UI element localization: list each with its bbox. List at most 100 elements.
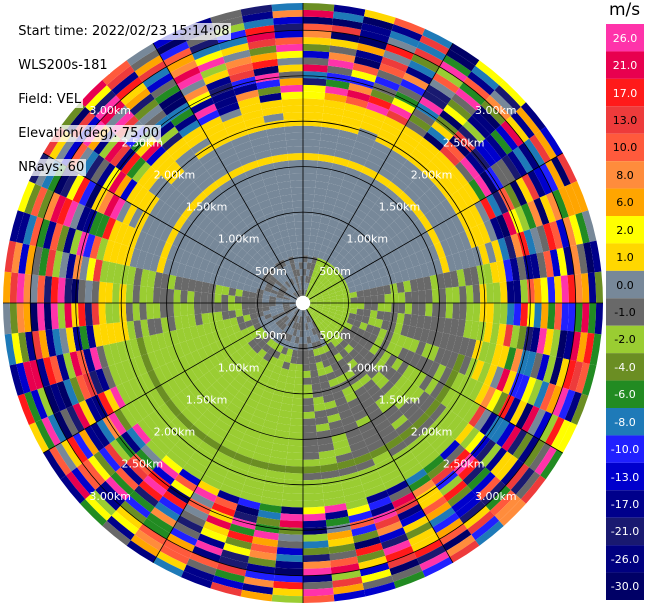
velocity-cell <box>183 84 209 103</box>
velocity-cell <box>274 567 303 576</box>
velocity-cell <box>303 282 306 290</box>
velocity-cell <box>247 556 276 568</box>
range-label: 3.00km <box>475 490 517 503</box>
velocity-cell <box>248 391 262 403</box>
velocity-cell <box>166 166 185 185</box>
velocity-cell <box>167 210 182 228</box>
velocity-cell <box>175 439 195 458</box>
velocity-cell <box>516 256 527 281</box>
velocity-cell <box>275 380 286 390</box>
velocity-cell <box>332 316 341 324</box>
velocity-cell <box>336 222 348 233</box>
velocity-cell <box>267 330 276 339</box>
velocity-cell <box>330 278 339 286</box>
velocity-cell <box>307 343 313 351</box>
velocity-cell <box>516 231 530 257</box>
velocity-cell <box>348 82 373 96</box>
velocity-cell <box>342 109 365 122</box>
velocity-cell <box>545 385 563 414</box>
velocity-cell <box>294 283 299 291</box>
velocity-cell <box>303 268 307 276</box>
velocity-cell <box>140 444 162 466</box>
velocity-cell <box>347 220 360 232</box>
velocity-cell <box>379 230 392 243</box>
velocity-cell <box>288 341 295 350</box>
velocity-cell <box>323 336 332 345</box>
velocity-cell <box>343 353 354 364</box>
velocity-cell <box>96 237 109 261</box>
velocity-cell <box>320 216 331 226</box>
velocity-cell <box>317 443 335 453</box>
velocity-cell <box>514 205 530 232</box>
velocity-cell <box>536 354 550 381</box>
velocity-cell <box>257 247 267 258</box>
velocity-cell <box>419 550 450 571</box>
velocity-cell <box>322 489 345 500</box>
velocity-cell <box>303 207 313 215</box>
velocity-cell <box>526 303 535 328</box>
velocity-cell <box>415 444 436 463</box>
velocity-cell <box>241 190 256 203</box>
velocity-cell <box>231 243 243 255</box>
velocity-cell <box>252 344 262 354</box>
velocity-cell <box>556 247 568 276</box>
velocity-cell <box>296 282 301 291</box>
velocity-cell <box>202 234 215 249</box>
velocity-cell <box>338 408 353 420</box>
range-label: 500m <box>319 329 351 342</box>
velocity-cell <box>419 193 436 211</box>
velocity-cell <box>587 303 597 334</box>
velocity-cell <box>283 112 303 120</box>
velocity-cell <box>291 307 298 313</box>
velocity-cell <box>309 321 315 329</box>
velocity-cell <box>242 314 252 322</box>
range-label: 1.50km <box>186 393 228 406</box>
velocity-cell <box>523 351 537 377</box>
velocity-cell <box>423 132 445 151</box>
velocity-cell <box>361 22 392 38</box>
velocity-cell <box>125 495 151 519</box>
velocity-cell <box>245 197 259 209</box>
velocity-cell <box>241 403 256 416</box>
velocity-cell <box>202 155 222 171</box>
velocity-cell <box>449 419 469 440</box>
velocity-cell <box>109 439 131 463</box>
velocity-cell <box>337 458 356 470</box>
velocity-cell <box>347 433 365 446</box>
velocity-cell <box>251 536 279 548</box>
velocity-cell <box>336 306 344 312</box>
velocity-cell <box>288 431 303 440</box>
velocity-cell <box>509 325 520 349</box>
colorbar-tick-label: -1.0 <box>614 306 636 319</box>
velocity-cell <box>449 43 480 66</box>
velocity-cell <box>360 196 376 210</box>
velocity-cell <box>271 264 279 273</box>
velocity-cell <box>243 18 274 30</box>
velocity-cell <box>560 303 569 331</box>
velocity-cell <box>413 218 427 235</box>
velocity-cell <box>255 326 265 336</box>
velocity-cell <box>303 316 306 324</box>
velocity-cell <box>316 167 332 177</box>
velocity-cell <box>444 444 466 466</box>
velocity-cell <box>358 555 388 570</box>
velocity-cell <box>174 114 198 133</box>
velocity-cell <box>458 250 470 269</box>
colorbar-swatch <box>606 106 644 134</box>
velocity-cell <box>424 210 439 228</box>
range-label: 2.50km <box>122 458 164 471</box>
velocity-cell <box>333 228 344 239</box>
velocity-cell <box>344 275 353 284</box>
velocity-cell <box>509 400 528 426</box>
velocity-cell <box>11 242 23 274</box>
velocity-cell <box>364 483 387 498</box>
velocity-cell <box>547 303 556 330</box>
velocity-cell <box>495 455 519 481</box>
velocity-cell <box>462 207 478 229</box>
velocity-cell <box>321 359 331 368</box>
velocity-cell <box>247 247 258 258</box>
velocity-cell <box>471 225 485 247</box>
velocity-cell <box>153 271 163 289</box>
velocity-cell <box>453 130 476 153</box>
velocity-cell <box>367 317 377 327</box>
